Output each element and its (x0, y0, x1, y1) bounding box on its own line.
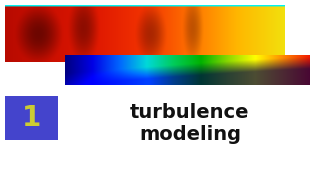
Text: turbulence: turbulence (130, 102, 250, 122)
Bar (5, 96, 58, 140)
Text: modeling: modeling (139, 125, 241, 143)
Text: 1: 1 (22, 104, 41, 132)
